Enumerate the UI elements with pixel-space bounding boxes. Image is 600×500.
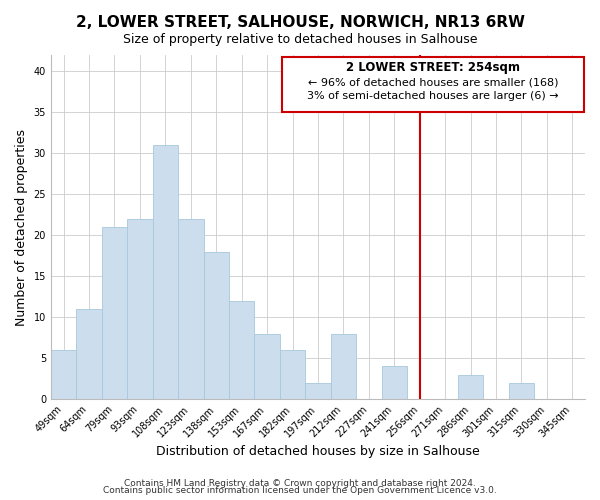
Text: Size of property relative to detached houses in Salhouse: Size of property relative to detached ho… xyxy=(123,32,477,46)
Bar xyxy=(51,350,76,399)
Bar xyxy=(102,227,127,399)
X-axis label: Distribution of detached houses by size in Salhouse: Distribution of detached houses by size … xyxy=(156,444,480,458)
Bar xyxy=(127,219,152,399)
Bar xyxy=(458,374,483,399)
Text: 3% of semi-detached houses are larger (6) →: 3% of semi-detached houses are larger (6… xyxy=(307,91,559,101)
Text: 2, LOWER STREET, SALHOUSE, NORWICH, NR13 6RW: 2, LOWER STREET, SALHOUSE, NORWICH, NR13… xyxy=(76,15,524,30)
Bar xyxy=(229,301,254,399)
Text: Contains HM Land Registry data © Crown copyright and database right 2024.: Contains HM Land Registry data © Crown c… xyxy=(124,478,476,488)
Text: 2 LOWER STREET: 254sqm: 2 LOWER STREET: 254sqm xyxy=(346,61,520,74)
Bar xyxy=(509,382,534,399)
Bar xyxy=(382,366,407,399)
Bar xyxy=(331,334,356,399)
Text: Contains public sector information licensed under the Open Government Licence v3: Contains public sector information licen… xyxy=(103,486,497,495)
Y-axis label: Number of detached properties: Number of detached properties xyxy=(15,128,28,326)
Bar xyxy=(178,219,203,399)
Bar xyxy=(203,252,229,399)
Bar xyxy=(280,350,305,399)
Text: ← 96% of detached houses are smaller (168): ← 96% of detached houses are smaller (16… xyxy=(308,77,558,87)
Bar xyxy=(76,309,102,399)
Bar xyxy=(254,334,280,399)
Bar xyxy=(152,145,178,399)
Bar xyxy=(283,56,584,112)
Bar xyxy=(305,382,331,399)
